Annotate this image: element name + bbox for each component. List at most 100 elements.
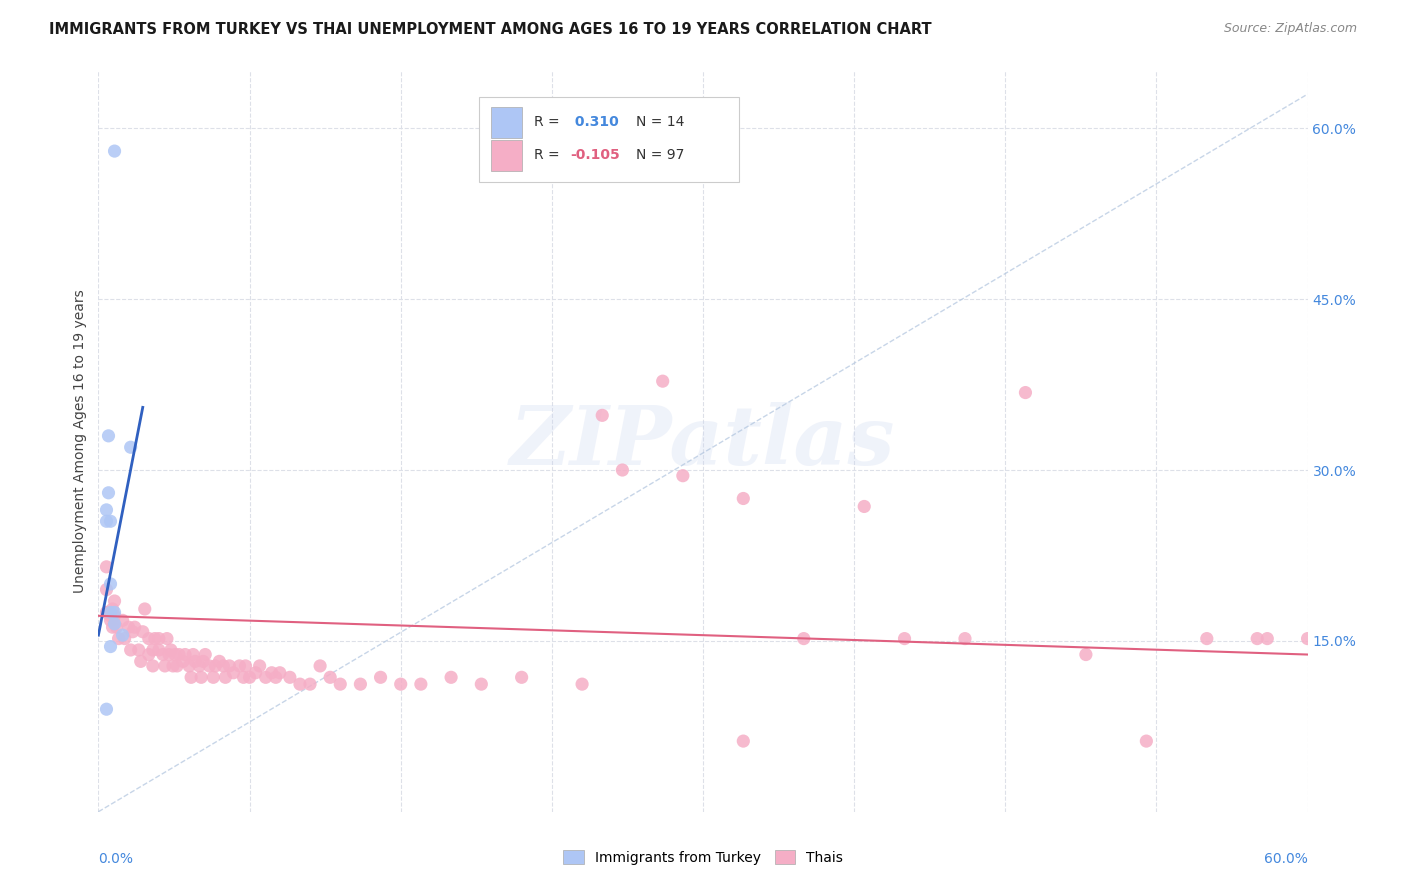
Point (793, 632, 815, 646)
Point (591, 409, 613, 423)
Point (138, 632, 160, 646)
Point (672, 468, 695, 483)
Point (239, 670, 262, 684)
Point (409, 677, 432, 691)
Point (166, 659, 188, 673)
Point (96, 702, 118, 716)
Point (1195, 632, 1218, 646)
Point (470, 677, 492, 691)
Point (1246, 632, 1268, 646)
Point (1074, 648, 1097, 662)
Point (148, 632, 170, 646)
Point (309, 659, 332, 673)
Text: -0.105: -0.105 (569, 148, 620, 162)
Point (167, 648, 190, 662)
Point (232, 670, 254, 684)
Point (156, 632, 179, 646)
Point (179, 659, 201, 673)
Point (103, 608, 125, 623)
Point (103, 144, 125, 158)
Point (120, 440, 142, 454)
Point (212, 659, 235, 673)
Point (114, 632, 136, 646)
Point (148, 643, 170, 657)
FancyBboxPatch shape (479, 97, 740, 183)
Point (319, 670, 342, 684)
Point (245, 665, 267, 680)
Point (260, 665, 283, 680)
Point (96, 606, 118, 620)
Text: N = 97: N = 97 (637, 148, 685, 162)
Text: 60.0%: 60.0% (1264, 853, 1308, 866)
Point (389, 677, 412, 691)
Point (194, 648, 217, 662)
Point (440, 670, 463, 684)
Point (202, 670, 225, 684)
Point (107, 632, 129, 646)
Point (733, 491, 755, 506)
Point (96, 559, 118, 574)
Point (853, 500, 876, 514)
Point (1256, 632, 1278, 646)
Point (101, 620, 124, 634)
Text: Source: ZipAtlas.com: Source: ZipAtlas.com (1223, 22, 1357, 36)
Point (100, 613, 122, 627)
Text: N = 14: N = 14 (637, 115, 685, 128)
Point (103, 606, 125, 620)
Point (208, 654, 231, 668)
Legend: Immigrants from Turkey, Thais: Immigrants from Turkey, Thais (555, 843, 851, 871)
Point (96, 503, 118, 517)
Point (132, 624, 155, 639)
Point (160, 643, 183, 657)
Point (264, 670, 287, 684)
Text: R =: R = (534, 115, 564, 128)
Point (190, 670, 212, 684)
Point (204, 659, 226, 673)
Point (612, 463, 634, 477)
Text: 0.0%: 0.0% (98, 853, 134, 866)
Point (235, 659, 257, 673)
FancyBboxPatch shape (492, 107, 522, 138)
Point (124, 620, 146, 634)
Y-axis label: Unemployment Among Ages 16 to 19 years: Unemployment Among Ages 16 to 19 years (73, 290, 87, 593)
Point (222, 665, 245, 680)
Point (100, 514, 122, 528)
Point (184, 654, 207, 668)
Point (111, 613, 134, 627)
Point (510, 670, 533, 684)
Point (1014, 385, 1036, 400)
Point (214, 670, 236, 684)
Point (129, 654, 152, 668)
Point (1296, 632, 1319, 646)
Point (120, 643, 142, 657)
Text: 0.310: 0.310 (569, 115, 619, 128)
Point (571, 677, 593, 691)
Point (278, 670, 301, 684)
Point (143, 632, 166, 646)
Point (188, 659, 211, 673)
Point (733, 734, 755, 748)
Point (370, 670, 392, 684)
Point (142, 659, 165, 673)
Point (254, 670, 277, 684)
Point (100, 577, 122, 591)
Point (157, 648, 180, 662)
Point (349, 677, 371, 691)
Point (97, 429, 120, 443)
Point (118, 620, 141, 634)
Point (249, 659, 271, 673)
Point (100, 640, 122, 654)
Text: R =: R = (534, 148, 564, 162)
Point (329, 677, 352, 691)
Point (198, 659, 221, 673)
Point (96, 514, 118, 528)
Point (193, 654, 215, 668)
Point (172, 654, 194, 668)
Point (105, 620, 128, 634)
Point (96, 582, 118, 597)
Point (128, 643, 150, 657)
Point (953, 632, 976, 646)
Point (121, 624, 143, 639)
Point (893, 632, 915, 646)
Point (162, 659, 184, 673)
